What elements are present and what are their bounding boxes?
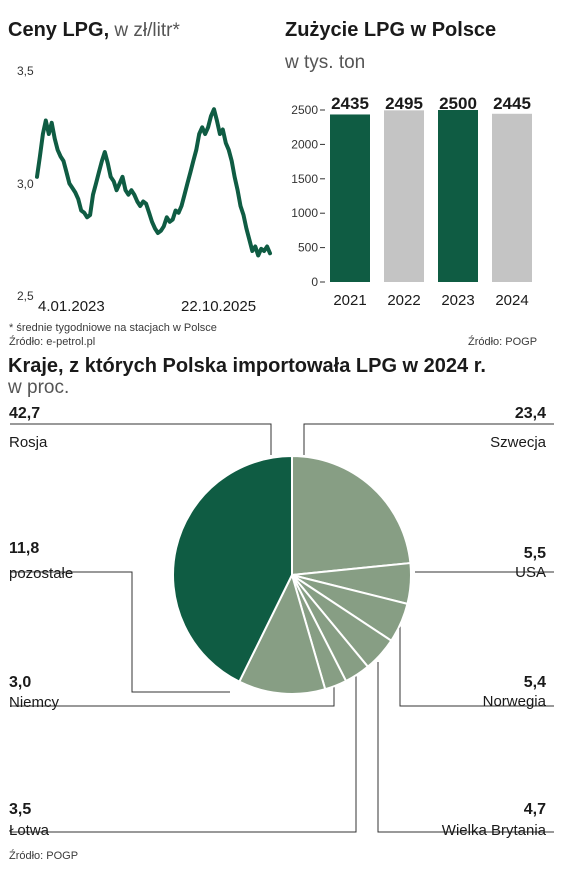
bar-chart-svg: 0 500 1000 1500 2000 2500 2435 2021 2495 2022 2500… bbox=[291, 94, 532, 309]
pie-label-wielka-brytania: Wielka Brytania bbox=[441, 822, 546, 839]
pie-value-pozostale: 11,8 bbox=[9, 540, 40, 557]
line-chart-title: Ceny LPG, w zł/litr* bbox=[8, 19, 180, 42]
pie-label-rosja: Rosja bbox=[9, 434, 48, 451]
pie-label-usa: USA bbox=[515, 564, 546, 581]
leader-norwegia bbox=[399, 625, 554, 707]
bar-2024 bbox=[492, 113, 532, 282]
bar-category-label-2024: 2024 bbox=[495, 292, 528, 309]
leader-rosja bbox=[10, 423, 272, 455]
pie-slice-rosja bbox=[172, 454, 293, 684]
pie-label-pozostale: pozostałe bbox=[9, 565, 74, 582]
bar-value-label-2024: 2445 bbox=[493, 94, 531, 113]
leader-lotwa bbox=[10, 675, 357, 833]
pie-value-wielka-brytania: 4,7 bbox=[523, 801, 546, 818]
line-chart-title-text: Ceny LPG, bbox=[8, 19, 110, 41]
line-chart-svg bbox=[35, 107, 272, 258]
pie-label-szwecja: Szwecja bbox=[490, 434, 546, 451]
pie-chart-subtitle: w proc. bbox=[8, 377, 70, 398]
bar-chart-source: Źródło: POGP bbox=[468, 336, 538, 348]
x-tick-end: 22.10.2025 bbox=[181, 298, 257, 315]
bar-category-label-2021: 2021 bbox=[333, 292, 366, 309]
bar-value-label-2022: 2495 bbox=[385, 94, 423, 113]
pie-value-szwecja: 23,4 bbox=[514, 405, 546, 422]
pie-slice-pozostałe bbox=[237, 572, 327, 695]
bar-y-tick: 2000 bbox=[291, 137, 318, 151]
bar-value-label-2021: 2435 bbox=[331, 94, 369, 113]
bar-2023 bbox=[438, 110, 478, 282]
line-chart-subtitle: w zł/litr* bbox=[109, 20, 180, 41]
line-chart-source: Źródło: e-petrol.pl bbox=[9, 336, 96, 348]
bar-category-label-2023: 2023 bbox=[441, 292, 474, 309]
leader-wielka-brytania bbox=[377, 662, 554, 833]
pie-value-lotwa: 3,5 bbox=[9, 801, 32, 818]
bar-chart-title: Zużycie LPG w Polsce bbox=[285, 19, 497, 41]
pie-label-niemcy: Niemcy bbox=[9, 694, 60, 711]
y-tick-3-5: 3,5 bbox=[17, 64, 34, 78]
bar-y-tick: 1500 bbox=[291, 172, 318, 186]
leader-pozostale bbox=[10, 571, 230, 693]
pie-label-lotwa: Łotwa bbox=[9, 822, 50, 839]
bar-y-tick: 500 bbox=[298, 241, 318, 255]
leader-szwecja bbox=[303, 423, 554, 455]
bar-value-label-2023: 2500 bbox=[439, 94, 477, 113]
pie-slice-szwecja bbox=[291, 454, 412, 577]
bar-y-tick: 2500 bbox=[291, 103, 318, 117]
leader-niemcy bbox=[10, 682, 335, 707]
pie-value-norwegia: 5,4 bbox=[523, 674, 546, 691]
pie-chart-title: Kraje, z których Polska importowała LPG … bbox=[8, 355, 486, 377]
x-tick-start: 4.01.2023 bbox=[38, 298, 105, 315]
y-tick-3-0: 3,0 bbox=[17, 177, 34, 191]
line-chart-footnote: * średnie tygodniowe na stacjach w Polsc… bbox=[9, 322, 217, 334]
bar-y-tick: 1000 bbox=[291, 206, 318, 220]
bar-chart-subtitle: w tys. ton bbox=[285, 52, 366, 73]
pie-label-norwegia: Norwegia bbox=[482, 693, 546, 710]
pie-value-rosja: 42,7 bbox=[9, 405, 41, 422]
bar-2021 bbox=[330, 114, 370, 282]
pie-value-usa: 5,5 bbox=[523, 545, 546, 562]
bar-y-tick: 0 bbox=[311, 275, 318, 289]
pie-chart-source: Źródło: POGP bbox=[9, 850, 79, 862]
bar-category-label-2022: 2022 bbox=[387, 292, 420, 309]
bar-2022 bbox=[384, 110, 424, 283]
line-series bbox=[35, 107, 272, 258]
pie-value-niemcy: 3,0 bbox=[9, 674, 32, 691]
y-tick-2-5: 2,5 bbox=[17, 289, 34, 303]
